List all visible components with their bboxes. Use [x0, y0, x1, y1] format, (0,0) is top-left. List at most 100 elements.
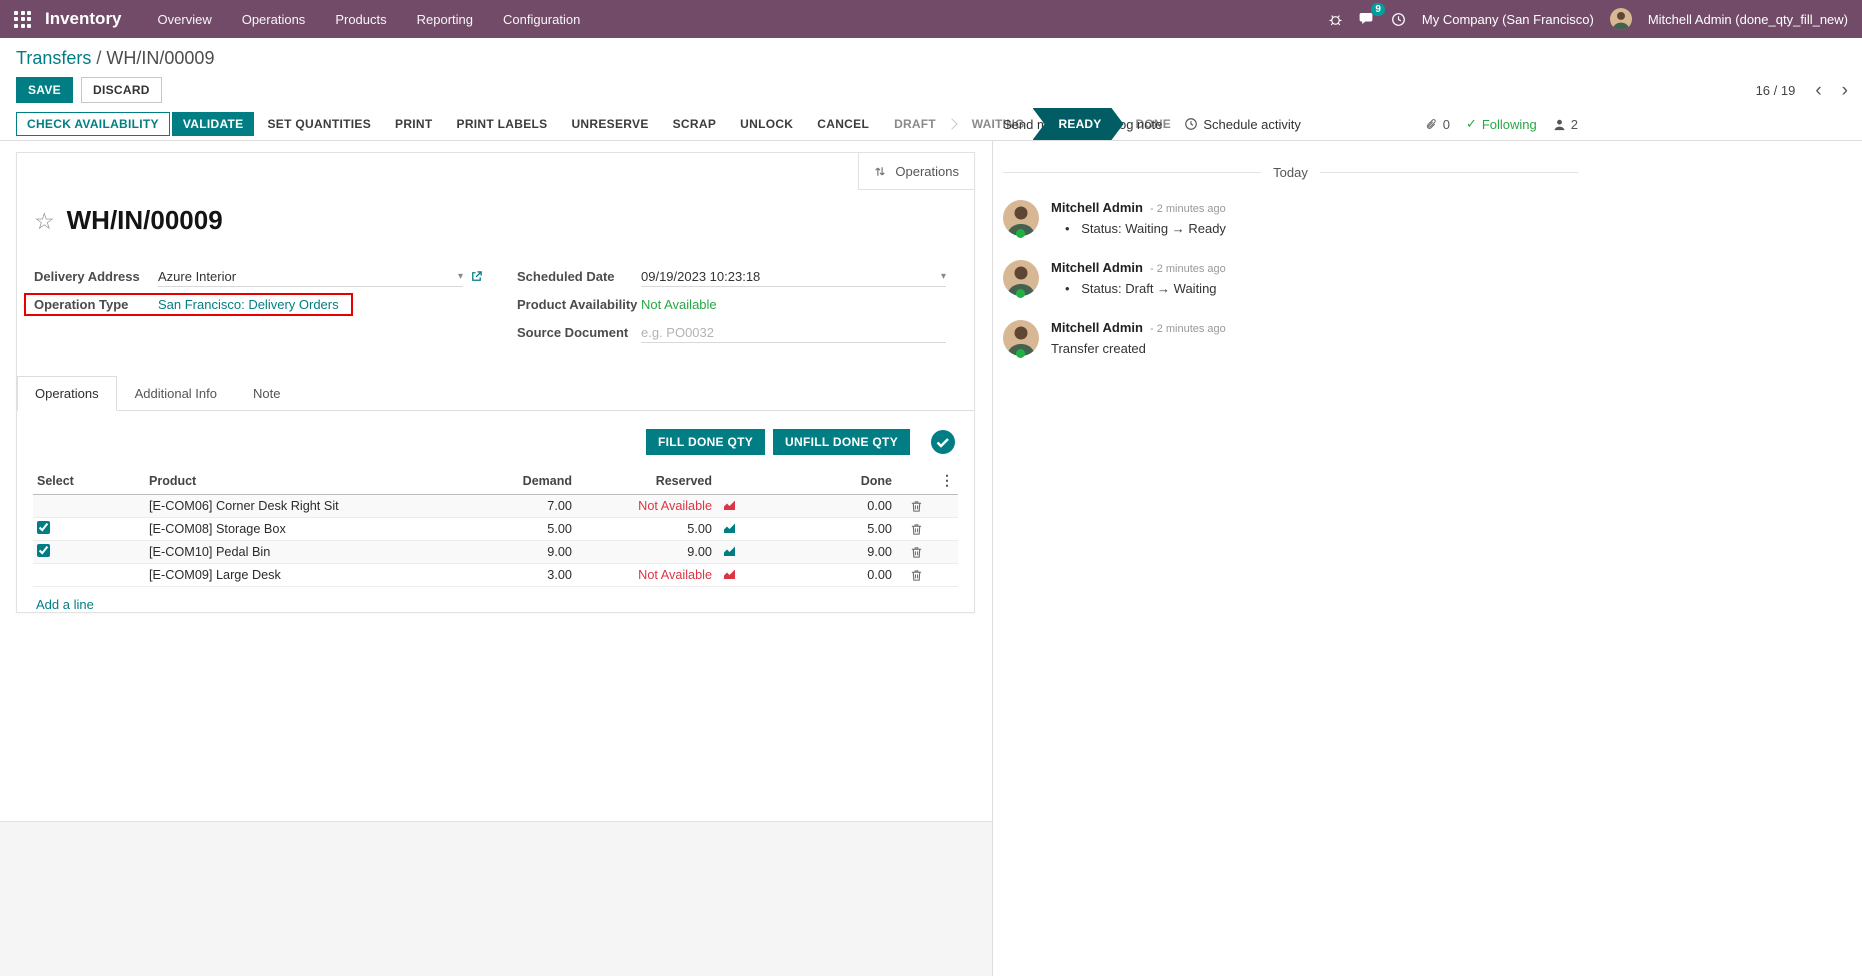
- source-document-field[interactable]: [641, 322, 946, 342]
- fill-done-qty-button[interactable]: FILL DONE QTY: [646, 429, 766, 455]
- delete-row-icon[interactable]: [910, 546, 923, 559]
- message-author[interactable]: Mitchell Admin: [1051, 200, 1143, 215]
- print-button[interactable]: PRINT: [384, 112, 444, 136]
- set-quantities-button[interactable]: SET QUANTITIES: [256, 112, 382, 136]
- log-note-button[interactable]: Log note: [1111, 116, 1163, 132]
- qty-actions: FILL DONE QTY UNFILL DONE QTY: [33, 429, 958, 455]
- company-switcher[interactable]: My Company (San Francisco): [1421, 11, 1594, 27]
- breadcrumb: Transfers / WH/IN/00009: [16, 48, 1846, 69]
- operation-type-value[interactable]: San Francisco: Delivery Orders: [158, 297, 339, 312]
- avatar[interactable]: [1003, 260, 1039, 298]
- user-menu[interactable]: Mitchell Admin (done_qty_fill_new): [1647, 11, 1848, 27]
- avatar[interactable]: [1003, 200, 1039, 238]
- tab-note[interactable]: Note: [253, 386, 281, 401]
- chevron-down-icon[interactable]: ▾: [940, 270, 946, 282]
- reserved-cell[interactable]: Not Available: [638, 499, 712, 513]
- favorite-star-icon[interactable]: ☆: [34, 207, 55, 234]
- status-done[interactable]: DONE: [1135, 117, 1171, 131]
- save-button[interactable]: SAVE: [16, 77, 73, 103]
- operations-stat-button[interactable]: Operations: [858, 153, 974, 190]
- forecast-chart-icon[interactable]: [723, 500, 736, 514]
- messages-icon[interactable]: 9: [1359, 3, 1385, 27]
- menu-item-overview[interactable]: Overview: [157, 11, 212, 27]
- cancel-button[interactable]: CANCEL: [806, 112, 880, 136]
- delete-row-icon[interactable]: [910, 569, 923, 582]
- discard-button[interactable]: DISCARD: [81, 77, 162, 103]
- avatar[interactable]: [1003, 320, 1039, 358]
- bug-icon[interactable]: [1328, 12, 1343, 27]
- unreserve-button[interactable]: UNRESERVE: [560, 112, 659, 136]
- breadcrumb-transfers-link[interactable]: Transfers: [16, 48, 92, 68]
- notebook-tabs: Operations Additional Info Note: [17, 376, 974, 411]
- app-name[interactable]: Inventory: [45, 9, 122, 28]
- product-cell[interactable]: [E-COM06] Corner Desk Right Sit: [149, 499, 339, 513]
- reserved-cell[interactable]: 5.00: [687, 522, 712, 536]
- message-author[interactable]: Mitchell Admin: [1051, 320, 1143, 335]
- following-button[interactable]: ✓ Following: [1465, 116, 1537, 132]
- validate-button[interactable]: VALIDATE: [171, 112, 255, 136]
- activities-clock-icon[interactable]: [1391, 12, 1406, 27]
- status-waiting[interactable]: WAITING: [971, 117, 1025, 131]
- tab-operations[interactable]: Operations: [17, 376, 117, 411]
- attachments-button[interactable]: 0: [1425, 117, 1450, 132]
- forecast-chart-icon[interactable]: [723, 546, 736, 560]
- done-cell[interactable]: 5.00: [867, 522, 892, 536]
- row-select-checkbox[interactable]: [37, 521, 50, 534]
- delivery-address-field[interactable]: [158, 266, 454, 286]
- menu-item-operations[interactable]: Operations: [241, 11, 306, 27]
- check-availability-button[interactable]: CHECK AVAILABILITY: [16, 112, 170, 136]
- message-author[interactable]: Mitchell Admin: [1051, 260, 1143, 275]
- table-row[interactable]: [E-COM06] Corner Desk Right Sit 7.00 Not…: [33, 494, 958, 518]
- record-actions: SAVE DISCARD: [16, 77, 1846, 103]
- external-link-icon[interactable]: [470, 270, 483, 283]
- forecast-chart-icon[interactable]: [723, 523, 736, 537]
- product-cell[interactable]: [E-COM08] Storage Box: [149, 522, 286, 536]
- demand-cell[interactable]: 5.00: [547, 522, 572, 536]
- tab-additional-info[interactable]: Additional Info: [134, 386, 217, 401]
- optional-columns-icon[interactable]: ⋮: [936, 467, 958, 495]
- status-draft[interactable]: DRAFT: [894, 117, 936, 131]
- demand-cell[interactable]: 9.00: [547, 545, 572, 559]
- pager-previous-icon[interactable]: ‹: [1815, 79, 1822, 101]
- followers-button[interactable]: 2: [1553, 117, 1578, 132]
- demand-cell[interactable]: 7.00: [547, 499, 572, 513]
- control-panel-bottom: CHECK AVAILABILITY VALIDATE SET QUANTITI…: [0, 108, 1862, 141]
- menu-item-reporting[interactable]: Reporting: [416, 11, 473, 27]
- demand-cell[interactable]: 3.00: [547, 568, 572, 582]
- chevron-down-icon[interactable]: ▾: [457, 270, 463, 282]
- schedule-activity-button[interactable]: Schedule activity: [1184, 117, 1301, 132]
- print-labels-button[interactable]: PRINT LABELS: [446, 112, 559, 136]
- done-cell[interactable]: 9.00: [867, 545, 892, 559]
- unfill-done-qty-button[interactable]: UNFILL DONE QTY: [773, 429, 910, 455]
- done-cell[interactable]: 0.00: [867, 568, 892, 582]
- online-status-icon: [1016, 349, 1025, 358]
- delete-row-icon[interactable]: [910, 500, 923, 513]
- reserved-cell[interactable]: Not Available: [638, 568, 712, 582]
- status-ready[interactable]: READY: [1033, 108, 1124, 140]
- pager-next-icon[interactable]: ›: [1841, 79, 1848, 101]
- check-circle-icon[interactable]: [930, 429, 956, 455]
- reserved-cell[interactable]: 9.00: [687, 545, 712, 559]
- apps-grid-icon[interactable]: [14, 10, 31, 28]
- scheduled-date-field[interactable]: [641, 266, 937, 286]
- forecast-chart-icon[interactable]: [723, 569, 736, 583]
- scrap-button[interactable]: SCRAP: [662, 112, 728, 136]
- follower-count: 2: [1570, 116, 1578, 132]
- product-cell[interactable]: [E-COM09] Large Desk: [149, 568, 281, 582]
- add-a-line-link[interactable]: Add a line: [36, 597, 94, 612]
- product-cell[interactable]: [E-COM10] Pedal Bin: [149, 545, 271, 559]
- message-count-badge: 9: [1371, 3, 1385, 16]
- row-select-checkbox[interactable]: [37, 544, 50, 557]
- main-area: Operations ☆ WH/IN/00009 Delivery Addres…: [0, 141, 1862, 976]
- table-row[interactable]: [E-COM08] Storage Box 5.00 5.00 5.00: [33, 518, 958, 541]
- menu-item-products[interactable]: Products: [335, 11, 387, 27]
- menu-item-configuration[interactable]: Configuration: [503, 11, 581, 27]
- table-row[interactable]: [E-COM10] Pedal Bin 9.00 9.00 9.00: [33, 540, 958, 564]
- table-row[interactable]: [E-COM09] Large Desk 3.00 Not Available …: [33, 564, 958, 587]
- done-cell[interactable]: 0.00: [867, 499, 892, 513]
- message: Mitchell Admin - 2 minutes ago Transfer …: [1003, 314, 1578, 362]
- delete-row-icon[interactable]: [910, 523, 923, 536]
- product-availability-value: Not Available: [641, 297, 717, 312]
- user-avatar[interactable]: [1609, 8, 1632, 30]
- unlock-button[interactable]: UNLOCK: [729, 112, 804, 136]
